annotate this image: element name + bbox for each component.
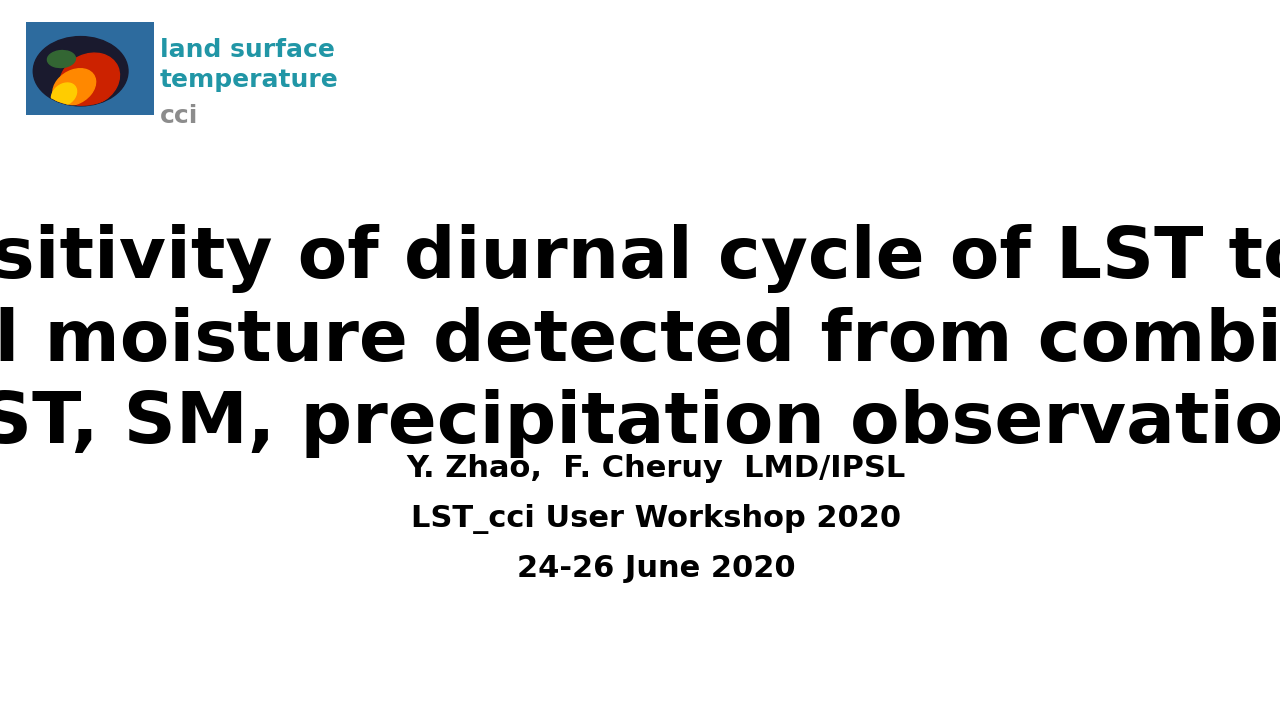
Text: cci: cci xyxy=(160,104,198,128)
Text: Sensitivity of diurnal cycle of LST to the
soil moisture detected from combined
: Sensitivity of diurnal cycle of LST to t… xyxy=(0,225,1280,459)
FancyBboxPatch shape xyxy=(22,19,157,118)
Circle shape xyxy=(33,37,128,106)
Ellipse shape xyxy=(60,53,119,106)
Ellipse shape xyxy=(51,83,77,106)
Text: Y. Zhao,  F. Cheruy  LMD/IPSL: Y. Zhao, F. Cheruy LMD/IPSL xyxy=(406,454,906,483)
Text: 24-26 June 2020: 24-26 June 2020 xyxy=(517,554,795,583)
Text: LST_cci User Workshop 2020: LST_cci User Workshop 2020 xyxy=(411,504,901,534)
Ellipse shape xyxy=(47,50,76,68)
Text: temperature: temperature xyxy=(160,68,339,92)
Ellipse shape xyxy=(52,68,96,106)
Text: land surface: land surface xyxy=(160,38,335,63)
